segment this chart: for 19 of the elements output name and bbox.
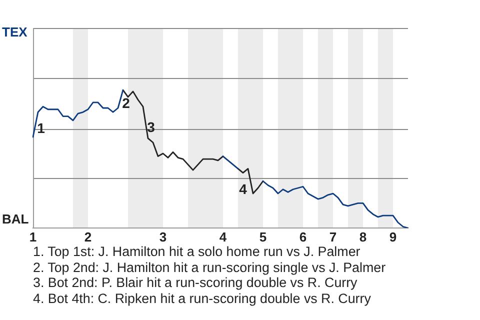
x-tick-label: 4 <box>219 229 228 244</box>
text: 2. Top 2nd: J. Hamilton hit a run-scoring single vs J. Palmer <box>33 260 386 275</box>
annotation: 1 <box>37 120 46 136</box>
text: 3. Bot 2nd: P. Blair hit a run-scoring double vs R. Curry <box>33 275 358 290</box>
text: BAL <box>2 212 29 227</box>
x-tick-label: 2 <box>84 229 92 244</box>
annotation: 2 <box>122 94 130 111</box>
text: 1. Top 1st: J. Hamilton hit a solo home run vs J. Palmer <box>33 244 362 260</box>
text: 4. Bot 4th: C. Ripken hit a run-scoring double vs R. Curry <box>33 290 372 306</box>
x-tick-label: 8 <box>359 229 367 244</box>
annotation: 3 <box>147 118 156 135</box>
x-tick-label: 9 <box>389 229 397 244</box>
x-tick-label: 1 <box>29 229 37 244</box>
x-tick-label: 3 <box>159 229 167 244</box>
annotation: 4 <box>239 180 248 197</box>
x-tick-label: 7 <box>329 229 337 244</box>
text: TEX <box>2 24 28 40</box>
x-tick-label: 5 <box>259 229 267 244</box>
x-tick-label: 6 <box>299 229 307 244</box>
